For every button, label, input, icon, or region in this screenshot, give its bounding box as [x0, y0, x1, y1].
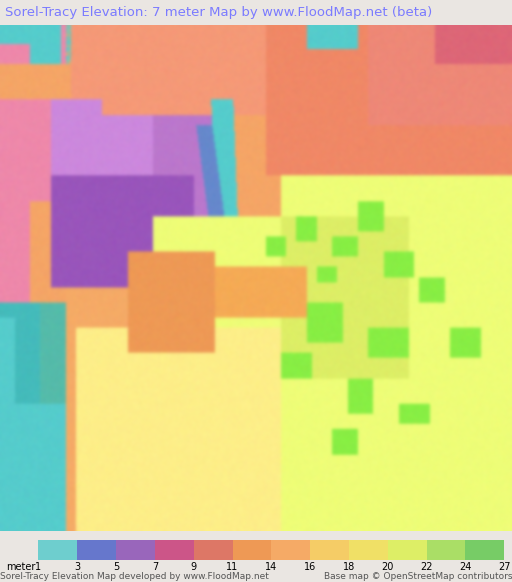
Bar	[38, 541, 77, 560]
Bar	[426, 541, 465, 560]
Text: Base map © OpenStreetMap contributors: Base map © OpenStreetMap contributors	[324, 573, 512, 581]
Text: Sorel-Tracy Elevation: 7 meter Map by www.FloodMap.net (beta): Sorel-Tracy Elevation: 7 meter Map by ww…	[5, 6, 432, 19]
Bar	[271, 541, 310, 560]
Bar	[465, 541, 504, 560]
Text: 22: 22	[420, 562, 433, 572]
Text: meter: meter	[7, 562, 36, 572]
Text: Sorel-Tracy Elevation Map developed by www.FloodMap.net: Sorel-Tracy Elevation Map developed by w…	[0, 573, 269, 581]
Bar	[310, 541, 349, 560]
Text: 18: 18	[343, 562, 355, 572]
Bar	[77, 541, 116, 560]
Bar	[232, 541, 271, 560]
Text: 27: 27	[498, 562, 510, 572]
Text: 3: 3	[74, 562, 80, 572]
Bar	[155, 541, 194, 560]
Text: 20: 20	[381, 562, 394, 572]
Text: 24: 24	[459, 562, 472, 572]
Text: 11: 11	[226, 562, 239, 572]
Text: 5: 5	[113, 562, 119, 572]
Text: 1: 1	[35, 562, 41, 572]
Bar	[194, 541, 232, 560]
Text: 16: 16	[304, 562, 316, 572]
Text: 7: 7	[152, 562, 158, 572]
Bar	[349, 541, 388, 560]
Bar	[116, 541, 155, 560]
Text: 14: 14	[265, 562, 278, 572]
Text: 9: 9	[190, 562, 197, 572]
Bar	[388, 541, 426, 560]
